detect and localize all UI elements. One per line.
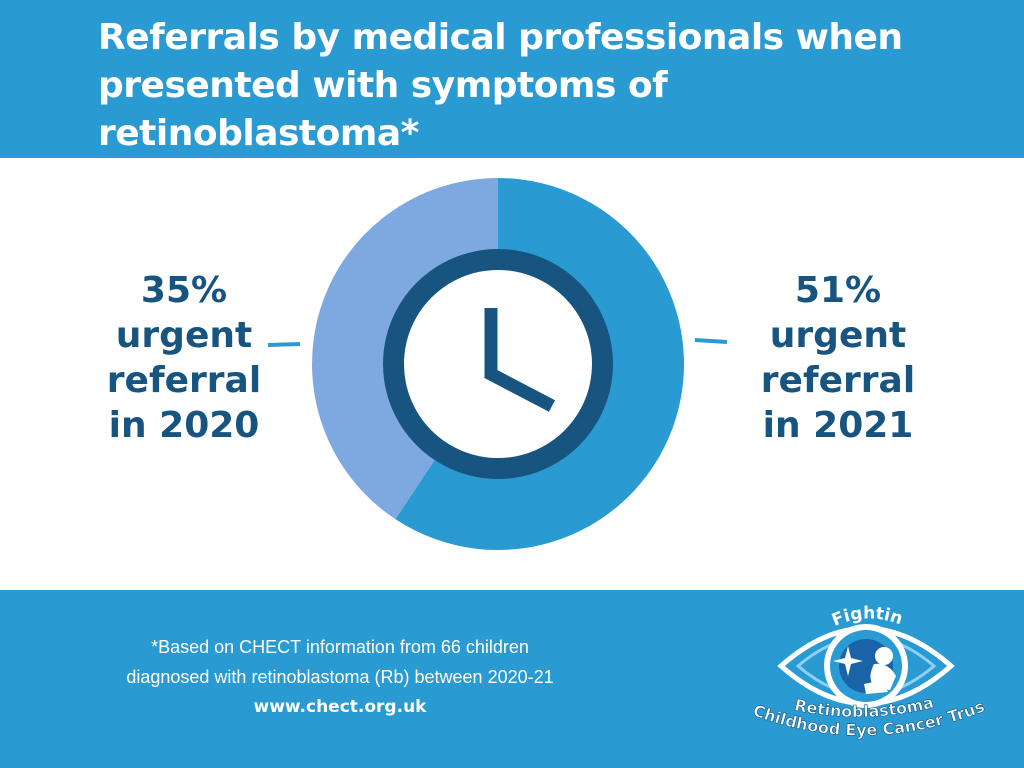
clock-minute-hand <box>483 366 556 412</box>
stat-2021: 51% urgent referral in 2021 <box>708 268 968 448</box>
chart-area: 35% urgent referral in 2020 51% urgent r… <box>0 158 1024 590</box>
website-link[interactable]: www.chect.org.uk <box>253 697 427 717</box>
stat-2020-line4: in 2020 <box>108 405 260 446</box>
header-banner: Referrals by medical professionals when … <box>0 0 1024 158</box>
stat-2020-line3: referral <box>106 360 262 401</box>
right-connector <box>694 338 728 344</box>
footnote: *Based on CHECT information from 66 chil… <box>70 632 610 722</box>
page-title: Referrals by medical professionals when … <box>98 17 903 154</box>
footnote-line-2: diagnosed with retinoblastoma (Rb) betwe… <box>126 667 554 687</box>
stat-2020-line2: urgent <box>115 315 253 356</box>
clock-center <box>404 270 592 458</box>
stat-2020-value: 35% <box>140 270 228 311</box>
footnote-line-1: *Based on CHECT information from 66 chil… <box>151 637 529 657</box>
chect-logo: Fighting Retinoblastoma Childhood Eye Ca… <box>736 596 987 740</box>
stat-2021-line4: in 2021 <box>762 405 914 446</box>
stat-2021-value: 51% <box>794 270 882 311</box>
stat-2021-line3: referral <box>760 360 916 401</box>
pie-chart <box>267 178 728 550</box>
clock-icon <box>483 308 556 412</box>
logo-text-top: Fighting <box>736 596 905 631</box>
left-connector <box>267 342 301 347</box>
footer-banner: *Based on CHECT information from 66 chil… <box>0 590 1024 768</box>
stat-2020: 35% urgent referral in 2020 <box>54 268 314 448</box>
sparkle-icon <box>833 646 863 676</box>
child-icon <box>864 647 896 694</box>
stat-2021-line2: urgent <box>769 315 907 356</box>
